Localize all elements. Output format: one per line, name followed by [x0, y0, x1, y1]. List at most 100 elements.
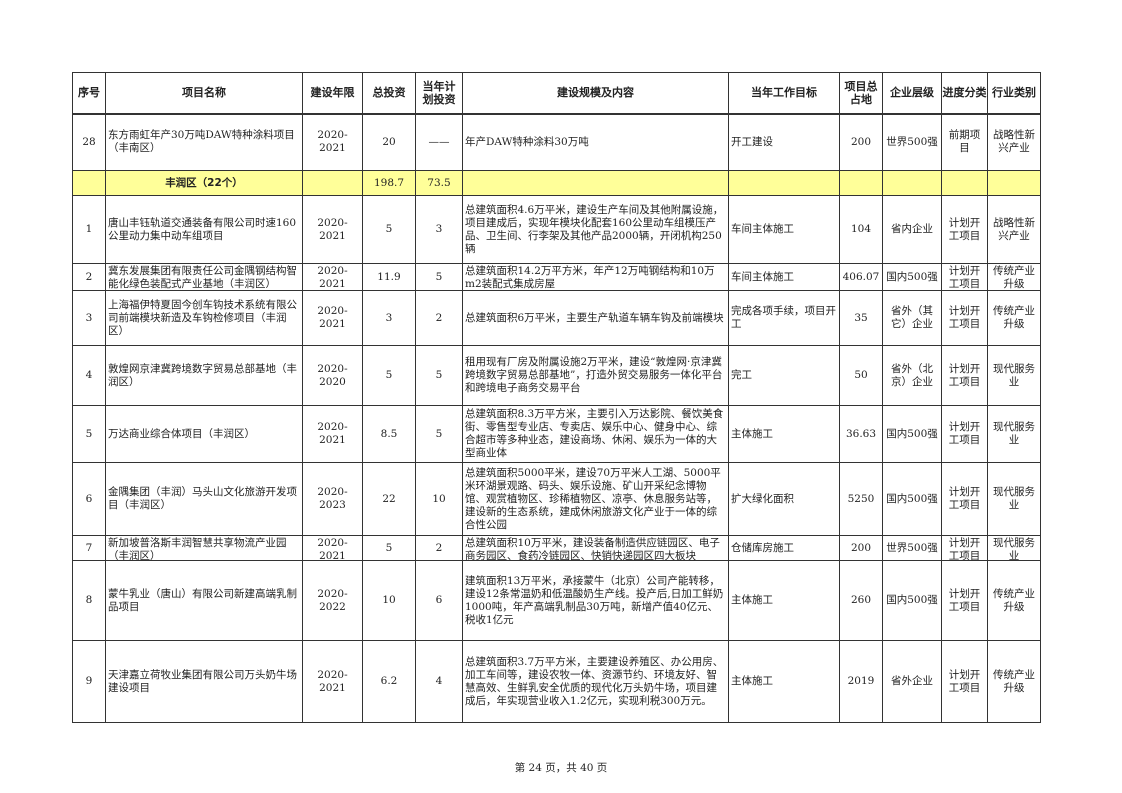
cell-no: 3: [72, 290, 106, 346]
cell-no: 8: [72, 560, 106, 641]
cell-text: 现代服务业: [993, 421, 1035, 446]
cell-text: 扩大绿化面积: [731, 492, 794, 505]
cell-text: 传统产业升级: [993, 305, 1035, 330]
cell-level: [882, 170, 942, 196]
cell-plan: 3: [415, 195, 463, 264]
cell-text: 6: [435, 594, 443, 606]
cell-text: 4: [85, 369, 93, 381]
cell-text: 5250: [847, 492, 875, 505]
cell-text: 总建筑面积14.2万平方米，年产12万吨钢结构和10万m2装配式集成房屋: [465, 264, 715, 290]
cell-progress: 计划开工项目: [941, 195, 988, 264]
cell-total: 3: [362, 290, 416, 346]
table-row: 4 敦煌网京津冀跨境数字贸易总部基地（丰润区） 2020-2020 5 5 租用现有厂房及…: [72, 345, 1041, 406]
cell-name: 东方雨虹年产30万吨DAW特种涂料项目（丰南区）: [105, 113, 303, 171]
cell-land: 5250: [839, 462, 883, 536]
cell-text: 198.7: [373, 176, 405, 189]
cell-years: 2020-2023: [302, 462, 363, 536]
cell-industry: 现代服务业: [987, 535, 1041, 561]
table-row: 9 天津嘉立荷牧业集团有限公司万头奶牛场建设项目 2020-2021 6.2 4 总建筑面…: [72, 640, 1041, 723]
cell-text: 2020-2021: [317, 305, 348, 330]
cell-plan: 73.5: [415, 170, 463, 196]
column-header: 项目总占地: [839, 72, 883, 115]
cell-text: 计划开工项目: [948, 305, 981, 330]
cell-text: 总建筑面积3.7万平方米，主要建设养殖区、办公用房、加工车间等，建设农牧一体、资…: [465, 655, 724, 707]
cell-scale: 总建筑面积3.7万平方米，主要建设养殖区、办公用房、加工车间等，建设农牧一体、资…: [462, 640, 729, 723]
cell-text: 28: [82, 135, 96, 148]
cell-years: 2020-2022: [302, 560, 363, 641]
cell-text: 敦煌网京津冀跨境数字贸易总部基地（丰润区）: [108, 362, 297, 388]
cell-text: 104: [850, 223, 872, 235]
cell-text: 国内500强: [886, 427, 938, 440]
cell-years: 2020-2021: [302, 290, 363, 346]
cell-text: 35: [854, 311, 868, 324]
cell-name: 敦煌网京津冀跨境数字贸易总部基地（丰润区）: [105, 345, 303, 406]
cell-text: 完工: [731, 369, 752, 381]
cell-text: 计划开工项目: [948, 587, 981, 613]
cell-text: 新加坡普洛斯丰润智慧共享物流产业园（丰润区）: [108, 536, 287, 560]
cell-text: 总建筑面积5000平米，建设70万平米人工湖、5000平米环湖景观路、码头、娱乐…: [465, 466, 721, 531]
cell-plan: 5: [415, 345, 463, 406]
cell-land: 35: [839, 290, 883, 346]
cell-text: 6.2: [380, 675, 398, 687]
cell-text: 20: [382, 135, 396, 148]
cell-scale: 总建筑面积14.2万平方米，年产12万吨钢结构和10万m2装配式集成房屋: [462, 263, 729, 291]
table-row: 3 上海福伊特夏固今创车钩技术系统有限公司前端模块新造及车钩检修项目（丰润区） 20…: [72, 290, 1041, 346]
cell-text: 2020-2021: [317, 668, 348, 694]
project-table: 序号 项目名称 建设年限 总投资 当年计划投资 建设规模及内容 当年工作目标 项目总占地 企业层…: [72, 72, 1041, 723]
cell-no: 4: [72, 345, 106, 406]
cell-text: 9: [85, 675, 93, 687]
cell-text: 2020-2020: [317, 362, 348, 388]
cell-text: 国内500强: [886, 492, 938, 505]
cell-text: 200: [850, 135, 872, 148]
cell-land: 200: [839, 113, 883, 171]
cell-progress: 计划开工项目: [941, 560, 988, 641]
cell-name: 金隅集团（丰润）马头山文化旅游开发项目（丰润区）: [105, 462, 303, 536]
cell-total: 198.7: [362, 170, 416, 196]
cell-text: 5: [435, 427, 443, 440]
cell-scale: 总建筑面积10万平米，建设装备制造供应链园区、电子商务园区、食药冷链园区、快销快…: [462, 535, 729, 561]
cell-level: 世界500强: [882, 535, 942, 561]
cell-text: 省内企业: [891, 223, 933, 235]
cell-plan: 5: [415, 263, 463, 291]
cell-text: 租用现有厂房及附属设施2万平米，建设“敦煌网·京津冀跨境数字贸易总部基地”，打造…: [465, 356, 723, 394]
cell-text: 8: [85, 594, 93, 606]
cell-text: 4: [435, 675, 443, 687]
cell-text: 5: [435, 369, 443, 381]
column-header: 总投资: [362, 72, 416, 115]
cell-text: 总建筑面积10万平米，建设装备制造供应链园区、电子商务园区、食药冷链园区、快销快…: [465, 536, 720, 560]
cell-text: 年产DAW特种涂料30万吨: [465, 135, 589, 148]
cell-text: 唐山丰钰轨道交通装备有限公司时速160公里动力集中动车组项目: [108, 216, 297, 242]
cell-text: 东方雨虹年产30万吨DAW特种涂料项目（丰南区）: [108, 129, 295, 155]
cell-text: 天津嘉立荷牧业集团有限公司万头奶牛场建设项目: [108, 668, 297, 694]
cell-text: 2020-2021: [317, 264, 348, 290]
cell-text: 丰润区（22个）: [165, 176, 243, 189]
cell-land: [839, 170, 883, 196]
cell-text: 5: [385, 541, 393, 554]
cell-total: 5: [362, 345, 416, 406]
cell-no: 28: [72, 113, 106, 171]
cell-text: 金隅集团（丰润）马头山文化旅游开发项目（丰润区）: [108, 486, 297, 511]
cell-scale: 租用现有厂房及附属设施2万平米，建设“敦煌网·京津冀跨境数字贸易总部基地”，打造…: [462, 345, 729, 406]
cell-text: 5: [435, 270, 443, 283]
cell-text: 3: [435, 223, 443, 235]
cell-years: 2020-2021: [302, 263, 363, 291]
cell-text: 万达商业综合体项目（丰润区）: [108, 427, 255, 440]
cell-text: 完成各项手续，项目开工: [731, 305, 836, 330]
cell-years: 2020-2021: [302, 640, 363, 723]
cell-text: 10: [382, 594, 396, 606]
cell-industry: [987, 170, 1041, 196]
cell-no: 2: [72, 263, 106, 291]
cell-land: 36.63: [839, 405, 883, 463]
cell-land: 260: [839, 560, 883, 641]
cell-text: 前期项目: [948, 129, 981, 155]
cell-text: 计划开工项目: [948, 421, 981, 446]
cell-text: 主体施工: [731, 427, 773, 440]
cell-text: 6: [85, 492, 93, 505]
cell-text: 50: [854, 369, 868, 381]
cell-text: 蒙牛乳业（唐山）有限公司新建高端乳制品项目: [108, 587, 297, 613]
table-row: 5 万达商业综合体项目（丰润区） 2020-2021 8.5 5 总建筑面积8.3万平方米…: [72, 405, 1041, 463]
table-row: 8 蒙牛乳业（唐山）有限公司新建高端乳制品项目 2020-2022 10 6 建筑面积13…: [72, 560, 1041, 641]
cell-scale: [462, 170, 729, 196]
cell-text: 2020-2023: [317, 486, 348, 511]
cell-text: 总建筑面积6万平米，主要生产轨道车辆车钩及前端模块: [465, 311, 724, 324]
